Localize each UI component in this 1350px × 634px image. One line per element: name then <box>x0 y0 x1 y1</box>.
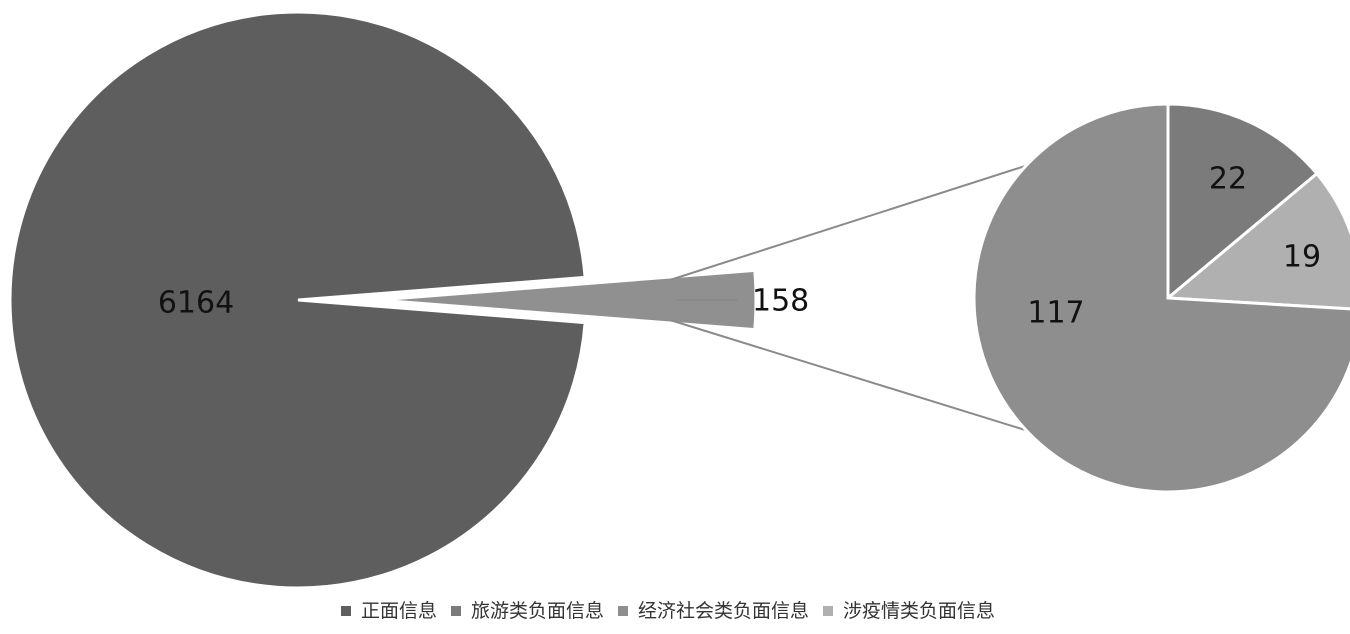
legend: 正面信息 旅游类负面信息 经济社会类负面信息 涉疫情类负面信息 <box>341 600 995 622</box>
connector-lines <box>669 164 1027 432</box>
secondary-slice-1 <box>1166 102 1320 302</box>
connector-line-bottom <box>669 319 1027 432</box>
data-label-main-positive: 6164 <box>158 286 234 321</box>
legend-label: 经济社会类负面信息 <box>638 600 809 622</box>
data-labels: 6164 158 22 19 117 <box>158 162 1321 331</box>
data-label-secondary-2: 19 <box>1283 240 1321 275</box>
legend-swatch <box>341 606 351 616</box>
main-pie <box>8 10 758 590</box>
data-label-secondary-1: 22 <box>1209 162 1247 197</box>
secondary-slice-3 <box>972 102 1350 494</box>
legend-item-3: 经济社会类负面信息 <box>618 600 809 622</box>
main-slice-positive <box>8 10 587 590</box>
connector-line-top <box>669 164 1027 281</box>
secondary-pie <box>972 102 1350 494</box>
legend-swatch <box>618 606 628 616</box>
legend-item-2: 旅游类负面信息 <box>451 600 604 622</box>
legend-label: 旅游类负面信息 <box>471 600 604 622</box>
legend-item-4: 涉疫情类负面信息 <box>823 600 995 622</box>
data-label-main-negative-total: 158 <box>752 284 809 319</box>
secondary-slice-2 <box>1164 171 1350 311</box>
legend-item-1: 正面信息 <box>341 600 437 622</box>
main-slice-negative-total <box>377 268 758 332</box>
data-label-secondary-3: 117 <box>1027 296 1084 331</box>
legend-swatch <box>823 606 833 616</box>
legend-label: 正面信息 <box>361 600 437 622</box>
legend-swatch <box>451 606 461 616</box>
legend-label: 涉疫情类负面信息 <box>843 600 995 622</box>
